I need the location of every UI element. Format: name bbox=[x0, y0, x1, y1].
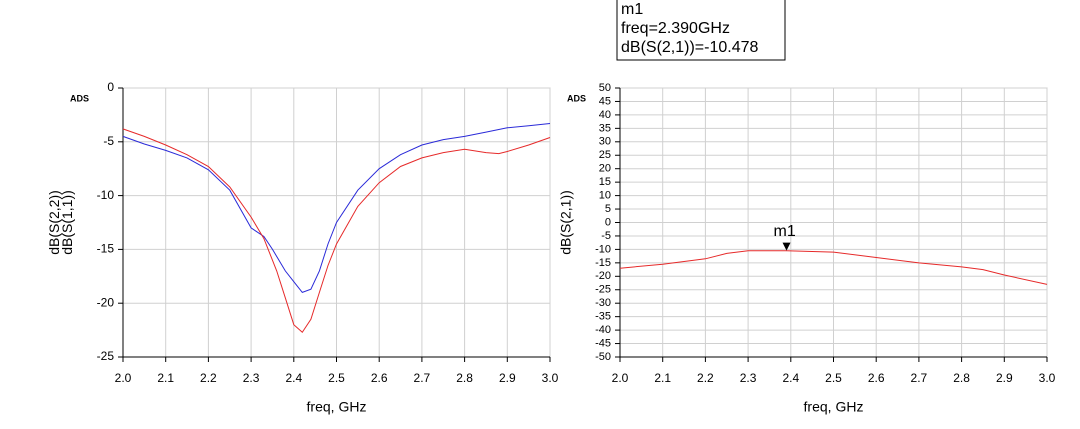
x-tick-label: 3.0 bbox=[1039, 371, 1056, 385]
y-tick-label: -50 bbox=[595, 351, 611, 363]
y-tick-label: -5 bbox=[601, 230, 611, 242]
watermark: ADS bbox=[70, 93, 89, 103]
x-tick-label: 3.0 bbox=[542, 371, 559, 385]
y-tick-label: 40 bbox=[599, 109, 611, 121]
y-tick-label: -15 bbox=[97, 242, 115, 256]
y-tick-label: -5 bbox=[103, 134, 114, 148]
y-axis-label: dB(S(2,2)) bbox=[46, 190, 62, 255]
x-tick-label: 2.5 bbox=[328, 371, 345, 385]
y-tick-label: 5 bbox=[605, 203, 611, 215]
x-tick-label: 2.8 bbox=[953, 371, 970, 385]
y-tick-label: 10 bbox=[599, 190, 611, 202]
x-axis-label: freq, GHz bbox=[804, 399, 864, 415]
x-tick-label: 2.7 bbox=[911, 371, 928, 385]
y-tick-label: 30 bbox=[599, 136, 611, 148]
y-tick-label: -25 bbox=[595, 284, 611, 296]
y-tick-label: -40 bbox=[595, 324, 611, 336]
y-tick-label: 45 bbox=[599, 95, 611, 107]
y-tick-label: 0 bbox=[605, 216, 611, 228]
y-tick-label: 0 bbox=[107, 80, 114, 94]
series-line bbox=[619, 250, 1048, 285]
watermark: ADS bbox=[567, 93, 586, 103]
y-axis-label: dB(S(1,1)) bbox=[59, 190, 75, 255]
marker-box-line: m1 bbox=[621, 1, 643, 18]
y-tick-label: -45 bbox=[595, 337, 611, 349]
marker-box-line: dB(S(2,1))=-10.478 bbox=[621, 39, 759, 56]
y-tick-label: 25 bbox=[599, 149, 611, 161]
marker-box-frame bbox=[616, 0, 786, 61]
x-tick-label: 2.9 bbox=[996, 371, 1013, 385]
x-tick-label: 2.9 bbox=[499, 371, 516, 385]
y-axis-label: dB(S(2,1)) bbox=[558, 190, 574, 255]
y-tick-label: -20 bbox=[97, 295, 115, 309]
x-tick-label: 2.2 bbox=[697, 371, 714, 385]
x-tick-label: 2.3 bbox=[243, 371, 260, 385]
y-tick-label: 35 bbox=[599, 122, 611, 134]
y-tick-label: -35 bbox=[595, 311, 611, 323]
series-line bbox=[122, 123, 551, 293]
marker bbox=[782, 242, 791, 251]
y-tick-label: -10 bbox=[97, 188, 115, 202]
y-tick-label: 15 bbox=[599, 176, 611, 188]
x-tick-label: 2.4 bbox=[782, 371, 799, 385]
x-tick-label: 2.6 bbox=[868, 371, 885, 385]
y-tick-label: -15 bbox=[595, 257, 611, 269]
x-tick-label: 2.4 bbox=[285, 371, 302, 385]
x-tick-label: 2.0 bbox=[115, 371, 132, 385]
y-tick-label: 20 bbox=[599, 163, 611, 175]
x-tick-label: 2.5 bbox=[825, 371, 842, 385]
marker-box: m1 freq=2.390GHz dB(S(2,1))=-10.478 bbox=[616, 0, 786, 61]
x-tick-label: 2.0 bbox=[612, 371, 629, 385]
x-tick-label: 2.7 bbox=[414, 371, 431, 385]
y-tick-label: -20 bbox=[595, 270, 611, 282]
x-tick-label: 2.1 bbox=[157, 371, 174, 385]
x-tick-label: 2.6 bbox=[371, 371, 388, 385]
y-tick-label: -30 bbox=[595, 297, 611, 309]
x-tick-label: 2.8 bbox=[456, 371, 473, 385]
x-tick-label: 2.3 bbox=[740, 371, 757, 385]
y-tick-label: -10 bbox=[595, 243, 611, 255]
series-line bbox=[122, 128, 551, 334]
marker-box-line: freq=2.390GHz bbox=[621, 20, 730, 37]
x-tick-label: 2.1 bbox=[654, 371, 671, 385]
marker-label: m1 bbox=[774, 223, 796, 240]
x-axis-label: freq, GHz bbox=[307, 399, 367, 415]
x-tick-label: 2.2 bbox=[200, 371, 217, 385]
y-tick-label: 50 bbox=[599, 82, 611, 94]
y-tick-label: -25 bbox=[97, 349, 115, 363]
